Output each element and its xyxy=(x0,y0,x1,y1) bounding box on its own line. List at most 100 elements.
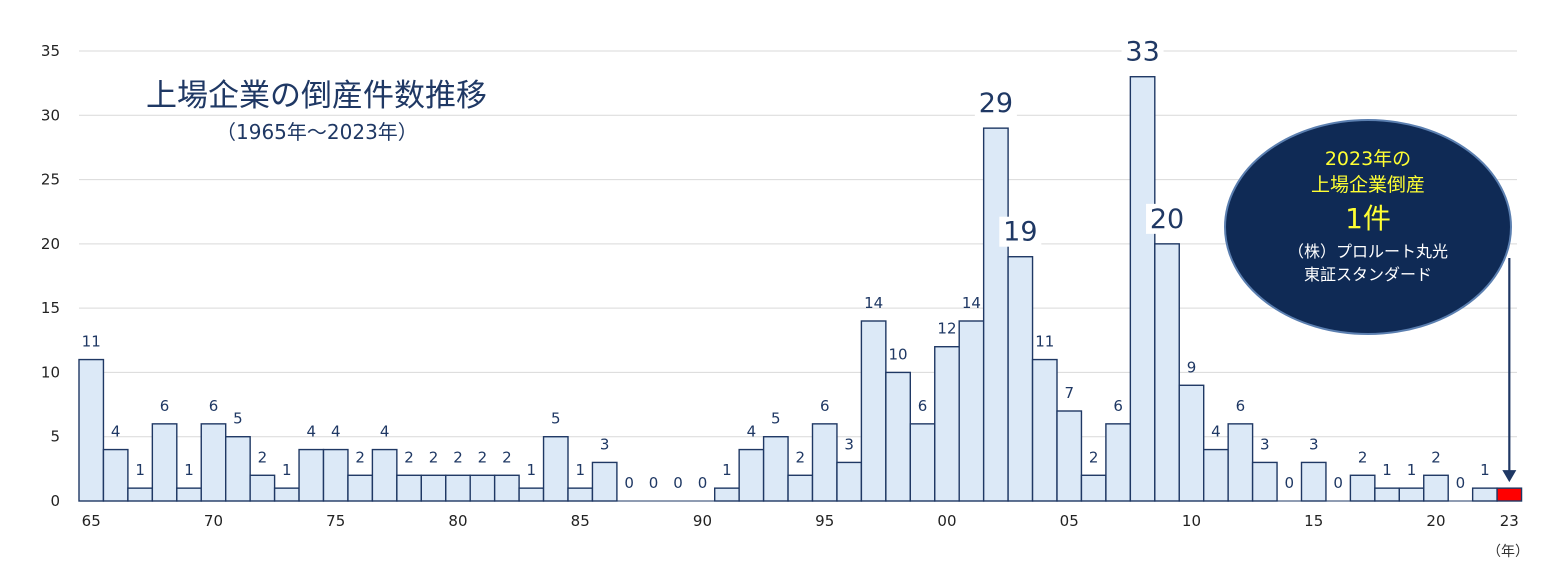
bar-05 xyxy=(1056,410,1083,502)
bar-17 xyxy=(1349,474,1376,502)
bar-84 xyxy=(542,436,569,502)
y-tick-label: 0 xyxy=(50,492,60,510)
bar-19 xyxy=(1398,487,1425,502)
data-label-19: 1 xyxy=(1407,461,1417,479)
x-tick-label-85: 85 xyxy=(571,512,590,530)
bar-95 xyxy=(811,423,838,502)
bar-09 xyxy=(1154,243,1180,502)
data-label-67: 1 xyxy=(135,461,145,479)
callout-company-text: （株）プロルート丸光 xyxy=(1288,242,1448,261)
bar-93 xyxy=(762,436,789,502)
y-tick-label: 5 xyxy=(50,428,60,446)
bar-98 xyxy=(885,371,911,502)
data-label-96: 3 xyxy=(844,435,854,453)
data-label-18: 1 xyxy=(1382,461,1392,479)
data-label-21: 0 xyxy=(1456,474,1466,492)
data-label-74: 4 xyxy=(307,423,317,441)
data-label-99: 6 xyxy=(918,397,928,415)
x-tick-label-80: 80 xyxy=(448,512,467,530)
data-label-86: 3 xyxy=(600,435,610,453)
x-tick-label-15: 15 xyxy=(1304,512,1323,530)
bar-97 xyxy=(860,320,887,502)
data-label-04: 11 xyxy=(1035,333,1054,351)
callout-arrowhead xyxy=(1502,470,1517,483)
data-label-73: 1 xyxy=(282,461,292,479)
data-label-12: 6 xyxy=(1236,397,1246,415)
data-label-80: 2 xyxy=(453,448,463,466)
bar-91 xyxy=(714,487,740,502)
bar-07 xyxy=(1105,423,1132,502)
y-axis-tick-labels: 0 5 10 15 20 25 30 35 xyxy=(41,42,60,510)
bar-01 xyxy=(958,320,985,502)
callout-count-text: 1件 xyxy=(1345,202,1391,235)
bar-78 xyxy=(396,474,423,502)
bar-23 xyxy=(1496,487,1523,502)
data-label-93: 5 xyxy=(771,410,781,428)
data-label-20: 2 xyxy=(1431,448,1441,466)
data-label-17: 2 xyxy=(1358,448,1368,466)
x-tick-label-90: 90 xyxy=(693,512,712,530)
bar-86 xyxy=(591,461,618,502)
bar-68 xyxy=(151,423,178,502)
data-label-94: 2 xyxy=(796,448,806,466)
data-label-09: 20 xyxy=(1150,204,1184,235)
x-tick-label-20: 20 xyxy=(1426,512,1445,530)
data-label-71: 5 xyxy=(233,410,243,428)
y-tick-label: 30 xyxy=(41,106,60,124)
bar-96 xyxy=(836,461,863,502)
y-tick-label: 25 xyxy=(41,171,60,189)
bar-79 xyxy=(420,474,447,502)
bar-20 xyxy=(1423,474,1449,502)
data-label-backing xyxy=(1121,36,1164,67)
data-label-97: 14 xyxy=(864,294,883,312)
data-label-70: 6 xyxy=(209,397,219,415)
chart-title: 上場企業の倒産件数推移 xyxy=(146,78,487,114)
data-label-01: 14 xyxy=(962,294,981,312)
data-label-backing xyxy=(999,216,1042,247)
bar-00 xyxy=(934,346,960,502)
y-tick-label: 35 xyxy=(41,42,60,60)
data-label-95: 6 xyxy=(820,397,830,415)
data-label-87: 0 xyxy=(624,474,634,492)
x-tick-label-75: 75 xyxy=(326,512,345,530)
data-label-89: 0 xyxy=(673,474,683,492)
data-label-88: 0 xyxy=(649,474,659,492)
data-label-66: 4 xyxy=(111,423,121,441)
bar-03 xyxy=(1007,256,1034,502)
bar-81 xyxy=(469,474,496,502)
bar-82 xyxy=(493,474,520,502)
data-label-90: 0 xyxy=(698,474,708,492)
bar-69 xyxy=(176,487,202,502)
y-tick-label: 15 xyxy=(41,299,60,317)
callout-ellipse xyxy=(1224,119,1512,335)
x-tick-label-05: 05 xyxy=(1060,512,1079,530)
bar-99 xyxy=(909,423,936,502)
y-tick-label: 20 xyxy=(41,235,60,253)
bar-85 xyxy=(567,487,594,502)
bar-77 xyxy=(371,448,398,502)
bar-76 xyxy=(347,474,374,502)
callout-title-text: 上場企業倒産 xyxy=(1311,174,1425,196)
bar-18 xyxy=(1374,487,1400,502)
data-label-98: 10 xyxy=(889,345,908,363)
data-label-03: 19 xyxy=(1003,217,1037,248)
data-label-02: 29 xyxy=(979,88,1013,119)
bar-73 xyxy=(273,487,300,502)
chart-subtitle: （1965年～2023年） xyxy=(216,120,418,144)
data-label-06: 2 xyxy=(1089,448,1099,466)
bar-02 xyxy=(982,127,1009,502)
data-label-79: 2 xyxy=(429,448,439,466)
bar-66 xyxy=(102,448,129,502)
data-label-65: 11 xyxy=(82,333,101,351)
x-tick-label-23: 23 xyxy=(1500,512,1519,530)
bar-13 xyxy=(1251,461,1278,502)
data-label-22: 1 xyxy=(1480,461,1490,479)
data-label-84: 5 xyxy=(551,410,561,428)
data-label-77: 4 xyxy=(380,423,390,441)
bar-10 xyxy=(1178,384,1205,502)
data-label-81: 2 xyxy=(478,448,488,466)
x-tick-label-00: 00 xyxy=(937,512,956,530)
bar-74 xyxy=(298,448,325,502)
